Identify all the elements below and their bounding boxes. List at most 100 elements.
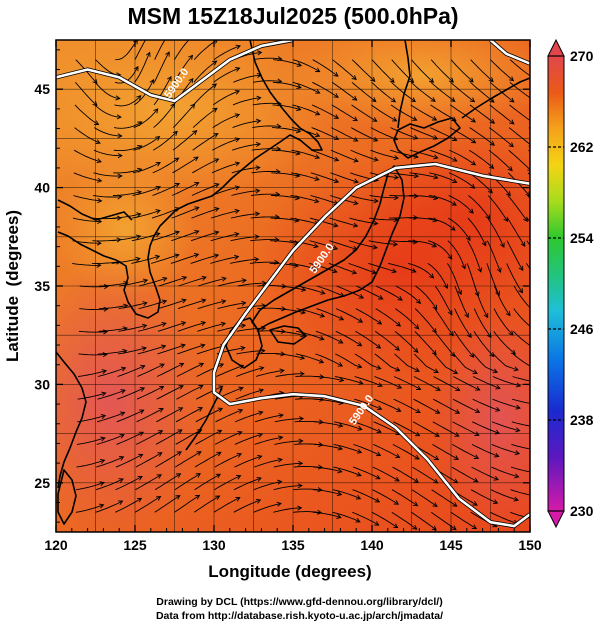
streamline-arrowhead xyxy=(234,231,240,237)
streamline xyxy=(291,127,320,137)
streamline xyxy=(450,59,474,83)
streamline xyxy=(296,308,325,318)
streamline xyxy=(375,285,403,301)
streamline xyxy=(232,120,261,129)
streamline xyxy=(375,308,401,327)
streamline-arrowhead xyxy=(188,54,194,60)
streamline xyxy=(272,127,301,133)
streamline-arrowhead xyxy=(95,139,101,144)
streamline-arrowhead xyxy=(255,498,262,504)
streamline xyxy=(351,81,377,102)
streamline xyxy=(292,59,320,72)
streamline xyxy=(112,191,142,196)
streamline xyxy=(411,489,438,507)
streamline xyxy=(74,104,99,125)
streamline xyxy=(394,330,419,353)
streamline-arrowhead xyxy=(431,350,437,356)
streamline xyxy=(192,107,218,128)
streamline xyxy=(412,466,438,484)
streamline-arrowhead xyxy=(194,494,201,500)
streamline-arrowhead xyxy=(276,501,282,507)
streamline xyxy=(511,421,530,427)
streamline-arrowhead xyxy=(254,234,260,240)
streamline xyxy=(277,285,306,291)
streamline-arrowhead xyxy=(336,513,342,519)
streamline xyxy=(252,125,281,129)
streamline xyxy=(450,511,477,529)
streamline xyxy=(151,231,180,242)
streamline-arrowhead xyxy=(357,317,364,323)
streamline-arrowhead xyxy=(338,422,344,428)
lat-lon-grid xyxy=(56,40,530,532)
streamline-arrowhead xyxy=(337,445,344,451)
streamline xyxy=(468,195,491,219)
streamline xyxy=(95,478,124,491)
streamline xyxy=(211,162,240,174)
streamline-arrowhead xyxy=(454,432,460,437)
streamline xyxy=(333,466,362,477)
streamline xyxy=(374,353,400,372)
streamline-arrowhead xyxy=(296,84,302,89)
streamline-arrowhead xyxy=(376,365,382,370)
streamline xyxy=(391,511,418,530)
streamline xyxy=(236,327,266,332)
coastline-sakhalin xyxy=(397,40,411,129)
streamline xyxy=(138,277,167,287)
streamline-arrowhead xyxy=(96,262,102,268)
streamline-arrowhead xyxy=(470,138,477,144)
streamline xyxy=(414,308,437,333)
streamline-arrowhead xyxy=(443,283,448,290)
streamline-arrowhead xyxy=(174,183,181,188)
streamline xyxy=(412,421,440,437)
x-tick-label: 140 xyxy=(360,537,384,553)
streamline-arrowhead xyxy=(213,133,219,138)
streamline-arrowhead xyxy=(376,405,383,411)
streamline-arrowhead xyxy=(373,220,379,226)
streamline xyxy=(413,376,441,391)
streamline xyxy=(312,511,341,518)
streamline-arrowhead xyxy=(257,454,263,460)
streamline xyxy=(389,195,418,197)
streamline-arrowhead xyxy=(142,278,149,284)
streamline-arrowhead xyxy=(257,432,263,438)
streamline xyxy=(492,353,519,371)
streamline xyxy=(114,95,142,107)
coastline-bohai xyxy=(57,199,133,221)
streamline xyxy=(486,240,501,273)
streamline-arrowhead xyxy=(447,310,453,316)
streamline-arrowhead xyxy=(317,509,323,515)
streamline-arrowhead xyxy=(256,118,262,124)
streamline xyxy=(370,127,398,141)
streamline-arrowhead xyxy=(240,323,247,329)
streamline xyxy=(312,81,339,98)
streamline xyxy=(196,363,224,377)
streamline-arrowhead xyxy=(216,451,222,457)
streamline-arrowhead xyxy=(138,431,145,437)
streamline-arrowhead xyxy=(432,304,438,310)
streamline-arrowhead xyxy=(486,332,492,338)
streamline-arrowhead xyxy=(319,312,326,318)
streamline-arrowhead xyxy=(509,97,515,103)
streamline-arrowhead xyxy=(320,289,326,295)
streamline-arrowhead xyxy=(466,332,472,339)
streamline-arrowhead xyxy=(353,136,359,142)
streamline xyxy=(176,385,204,400)
streamline-arrowhead xyxy=(477,267,483,273)
streamline-arrowhead xyxy=(277,479,283,485)
streamline-arrowhead xyxy=(505,311,511,317)
streamline xyxy=(433,376,460,391)
streamline xyxy=(190,254,219,264)
streamline-arrowhead xyxy=(515,427,521,433)
streamline-arrowhead xyxy=(278,435,284,441)
streamline xyxy=(292,104,320,116)
streamline-arrowhead xyxy=(487,188,493,194)
streamline-arrowhead xyxy=(200,321,207,326)
streamline xyxy=(94,104,121,118)
streamline xyxy=(371,59,395,83)
streamline xyxy=(350,149,379,161)
streamline-arrowhead xyxy=(469,97,476,103)
streamline xyxy=(373,398,401,412)
streamline xyxy=(374,376,402,389)
streamline-arrowhead xyxy=(119,411,126,417)
streamline-arrowhead xyxy=(375,343,382,349)
